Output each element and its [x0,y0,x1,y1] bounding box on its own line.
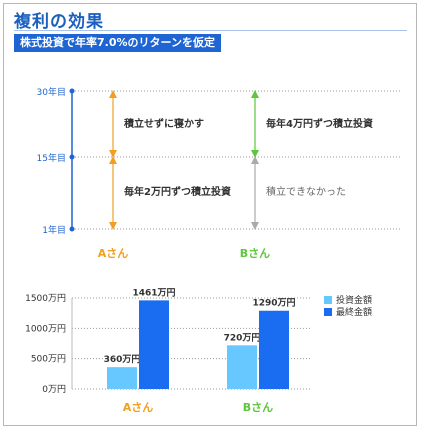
a-lower-arrow-head-bottom [109,222,117,230]
y-tick-label: 500万円 [31,354,66,365]
title-divider [14,30,407,31]
x-category-label: Bさん [243,401,273,414]
bar-value-label: 1290万円 [252,298,295,309]
b-upper-label: 毎年4万円ずつ積立投資 [266,117,373,130]
page-title: 複利の効果 [14,12,104,32]
a-lower-label: 毎年2万円ずつ積立投資 [124,185,231,198]
timeline-diagram: 30年目 15年目 1年目 積立せずに寝かす 毎年2万円ずつ積立投資 毎年4万円… [37,86,402,260]
person-a-label: Aさん [98,247,129,260]
b-upper-arrow-head-top [251,90,259,98]
b-upper-arrow-head-bottom [251,150,259,158]
bar-chart: 0万円 500万円 1000万円 1500万円 360万円 1461万円 Aさん 720万円 1… [25,287,372,414]
x-category-label: Aさん [123,401,154,414]
a-upper-arrow-head-bottom [109,150,117,158]
b-lower-arrow-head-top [251,156,259,164]
b-lower-arrow-head-bottom [251,222,259,230]
bar-final-1 [259,310,289,389]
bar-value-label: 360万円 [104,354,141,365]
legend-swatch-1 [324,308,332,316]
y-tick-label: 1500万円 [25,293,66,304]
year-label-15: 15年目 [37,152,66,164]
a-upper-label: 積立せずに寝かす [123,117,204,130]
bar-invested-0 [107,367,137,389]
bar-invested-1 [227,345,257,389]
legend-swatch-0 [324,296,332,304]
a-upper-arrow-head-top [109,90,117,98]
y-tick-label: 0万円 [42,384,66,395]
b-lower-label: 積立できなかった [266,185,346,198]
bar-value-label: 720万円 [224,332,261,343]
legend-label-1: 最終金額 [336,306,372,318]
subtitle-banner: 株式投資で年率7.0%のリターンを仮定 [14,34,221,52]
axis-dot-30 [69,88,75,94]
bar-value-label: 1461万円 [132,287,175,298]
axis-dot-15 [69,154,75,160]
bar-final-0 [139,300,169,389]
legend-label-0: 投資金額 [336,294,372,306]
axis-dot-1 [69,226,75,232]
year-label-30: 30年目 [37,86,66,98]
y-tick-label: 1000万円 [25,323,66,334]
year-label-1: 1年目 [42,224,66,236]
a-lower-arrow-head-top [109,156,117,164]
person-b-label: Bさん [240,247,270,260]
